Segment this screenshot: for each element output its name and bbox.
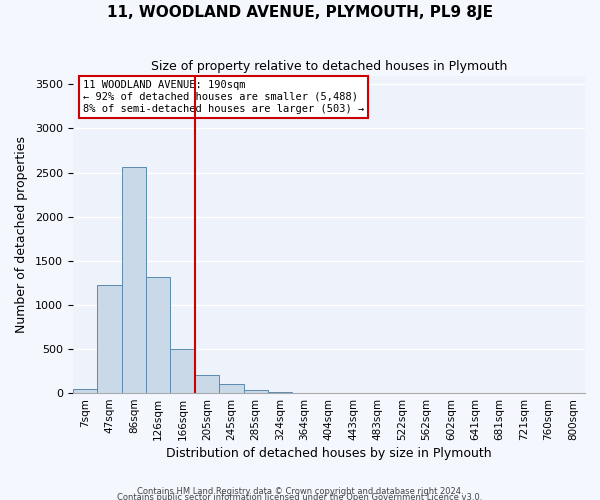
Text: Contains public sector information licensed under the Open Government Licence v3: Contains public sector information licen…: [118, 492, 482, 500]
Bar: [73, 388, 97, 393]
Bar: [97, 286, 122, 393]
Bar: [268, 392, 292, 393]
Bar: [146, 276, 170, 393]
Y-axis label: Number of detached properties: Number of detached properties: [15, 136, 28, 333]
X-axis label: Distribution of detached houses by size in Plymouth: Distribution of detached houses by size …: [166, 447, 492, 460]
Bar: [244, 390, 268, 393]
Text: 11 WOODLAND AVENUE: 190sqm
← 92% of detached houses are smaller (5,488)
8% of se: 11 WOODLAND AVENUE: 190sqm ← 92% of deta…: [83, 80, 364, 114]
Bar: [219, 384, 244, 393]
Title: Size of property relative to detached houses in Plymouth: Size of property relative to detached ho…: [151, 60, 507, 73]
Text: 11, WOODLAND AVENUE, PLYMOUTH, PL9 8JE: 11, WOODLAND AVENUE, PLYMOUTH, PL9 8JE: [107, 5, 493, 20]
Bar: [195, 376, 219, 393]
Text: Contains HM Land Registry data © Crown copyright and database right 2024.: Contains HM Land Registry data © Crown c…: [137, 487, 463, 496]
Bar: [122, 168, 146, 393]
Bar: [170, 349, 195, 393]
